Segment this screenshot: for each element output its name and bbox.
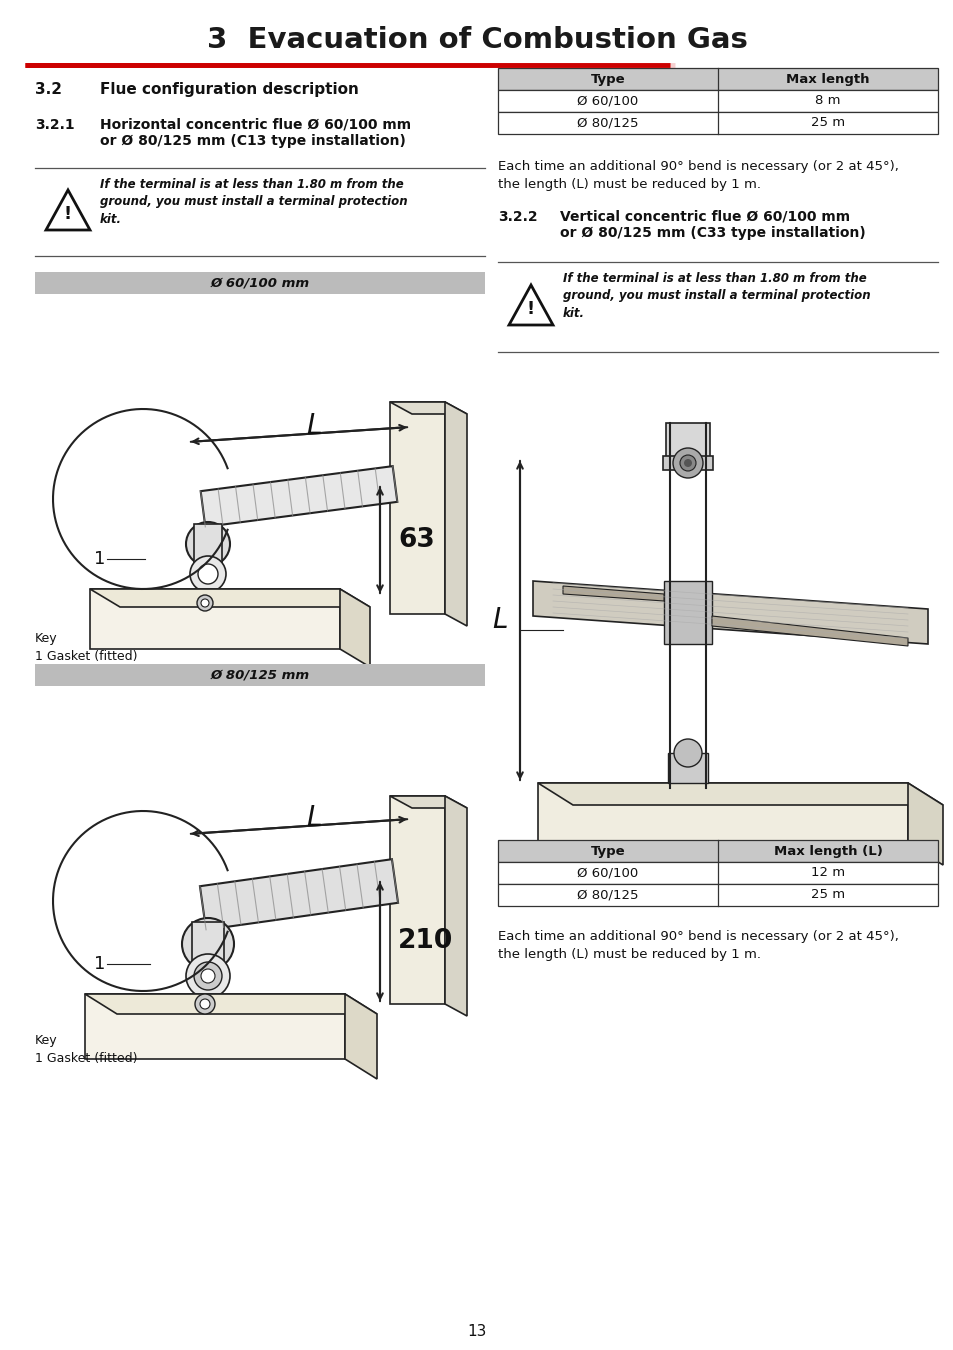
Bar bbox=[667, 753, 707, 783]
Text: Max length: Max length bbox=[785, 73, 869, 85]
Text: If the terminal is at less than 1.80 m from the
ground, you must install a termi: If the terminal is at less than 1.80 m f… bbox=[562, 271, 870, 320]
Text: Ø 60/100: Ø 60/100 bbox=[577, 95, 638, 108]
Polygon shape bbox=[390, 796, 467, 809]
Bar bbox=[497, 68, 937, 90]
Bar bbox=[35, 664, 484, 686]
Polygon shape bbox=[390, 796, 444, 1004]
Text: 3.2.1: 3.2.1 bbox=[35, 117, 74, 132]
Circle shape bbox=[200, 999, 210, 1008]
Text: Type: Type bbox=[590, 73, 624, 85]
Polygon shape bbox=[390, 402, 467, 414]
Text: Flue configuration description: Flue configuration description bbox=[100, 82, 358, 97]
Text: 25 m: 25 m bbox=[810, 116, 844, 130]
Text: Max length (L): Max length (L) bbox=[773, 845, 882, 857]
Polygon shape bbox=[345, 994, 376, 1079]
Polygon shape bbox=[200, 859, 397, 930]
Polygon shape bbox=[444, 796, 467, 1017]
Text: Key
1 Gasket (fitted): Key 1 Gasket (fitted) bbox=[35, 632, 137, 663]
Text: 3.2: 3.2 bbox=[35, 82, 62, 97]
Bar bbox=[662, 456, 712, 470]
Polygon shape bbox=[90, 589, 370, 608]
Polygon shape bbox=[907, 783, 942, 865]
Circle shape bbox=[193, 963, 222, 990]
Text: 210: 210 bbox=[397, 929, 453, 954]
Polygon shape bbox=[562, 586, 663, 601]
Text: L: L bbox=[492, 606, 507, 634]
Bar bbox=[497, 90, 937, 112]
Text: 8 m: 8 m bbox=[815, 95, 840, 108]
Bar bbox=[665, 423, 709, 458]
Circle shape bbox=[194, 994, 214, 1014]
Text: Ø 80/125: Ø 80/125 bbox=[577, 116, 639, 130]
Text: Ø 80/125: Ø 80/125 bbox=[577, 888, 639, 902]
Circle shape bbox=[196, 595, 213, 612]
Bar bbox=[193, 524, 222, 564]
Polygon shape bbox=[537, 783, 942, 805]
Polygon shape bbox=[339, 589, 370, 667]
Bar bbox=[497, 112, 937, 134]
Bar bbox=[497, 884, 937, 906]
Text: Each time an additional 90° bend is necessary (or 2 at 45°),
the length (L) must: Each time an additional 90° bend is nece… bbox=[497, 161, 898, 190]
Text: 63: 63 bbox=[397, 526, 435, 554]
Text: Ø 80/125 mm: Ø 80/125 mm bbox=[211, 668, 309, 682]
Bar bbox=[497, 369, 937, 833]
Circle shape bbox=[182, 918, 233, 971]
Text: Type: Type bbox=[590, 845, 624, 857]
Bar bbox=[35, 294, 484, 624]
Circle shape bbox=[186, 954, 230, 998]
Circle shape bbox=[201, 969, 214, 983]
Text: 3  Evacuation of Combustion Gas: 3 Evacuation of Combustion Gas bbox=[207, 26, 746, 54]
Text: 1: 1 bbox=[93, 954, 105, 973]
Text: Ø 60/100: Ø 60/100 bbox=[577, 867, 638, 879]
Text: Ø 60/100 mm: Ø 60/100 mm bbox=[211, 277, 309, 289]
Text: Each time an additional 90° bend is necessary (or 2 at 45°),
the length (L) must: Each time an additional 90° bend is nece… bbox=[497, 930, 898, 961]
Bar bbox=[497, 840, 937, 863]
Text: Horizontal concentric flue Ø 60/100 mm
or Ø 80/125 mm (C13 type installation): Horizontal concentric flue Ø 60/100 mm o… bbox=[100, 117, 411, 148]
Text: L: L bbox=[306, 805, 321, 833]
Bar bbox=[669, 423, 705, 788]
Text: L: L bbox=[306, 413, 321, 440]
Polygon shape bbox=[533, 580, 927, 644]
Polygon shape bbox=[711, 616, 907, 647]
Text: Key
1 Gasket (fitted): Key 1 Gasket (fitted) bbox=[35, 1034, 137, 1065]
Circle shape bbox=[198, 564, 218, 585]
Bar bbox=[35, 686, 484, 1026]
Circle shape bbox=[683, 459, 691, 467]
Circle shape bbox=[186, 522, 230, 566]
Circle shape bbox=[672, 448, 702, 478]
Text: !: ! bbox=[64, 205, 72, 223]
Text: Vertical concentric flue Ø 60/100 mm
or Ø 80/125 mm (C33 type installation): Vertical concentric flue Ø 60/100 mm or … bbox=[559, 211, 864, 240]
Bar bbox=[35, 271, 484, 294]
Circle shape bbox=[190, 556, 226, 593]
Text: 3.2.2: 3.2.2 bbox=[497, 211, 537, 224]
Polygon shape bbox=[390, 402, 444, 614]
Text: !: ! bbox=[526, 300, 535, 319]
Bar bbox=[497, 863, 937, 884]
Circle shape bbox=[201, 599, 209, 608]
Polygon shape bbox=[85, 994, 345, 1058]
Polygon shape bbox=[85, 994, 376, 1014]
Polygon shape bbox=[537, 783, 907, 842]
Bar bbox=[663, 580, 711, 644]
Text: 12 m: 12 m bbox=[810, 867, 844, 879]
Polygon shape bbox=[200, 466, 396, 526]
Circle shape bbox=[679, 455, 696, 471]
Text: 1: 1 bbox=[93, 549, 105, 568]
Text: 25 m: 25 m bbox=[810, 888, 844, 902]
Bar bbox=[192, 922, 224, 964]
Polygon shape bbox=[90, 589, 339, 649]
Polygon shape bbox=[444, 402, 467, 626]
Circle shape bbox=[673, 738, 701, 767]
Text: 13: 13 bbox=[467, 1324, 486, 1339]
Text: If the terminal is at less than 1.80 m from the
ground, you must install a termi: If the terminal is at less than 1.80 m f… bbox=[100, 178, 407, 225]
